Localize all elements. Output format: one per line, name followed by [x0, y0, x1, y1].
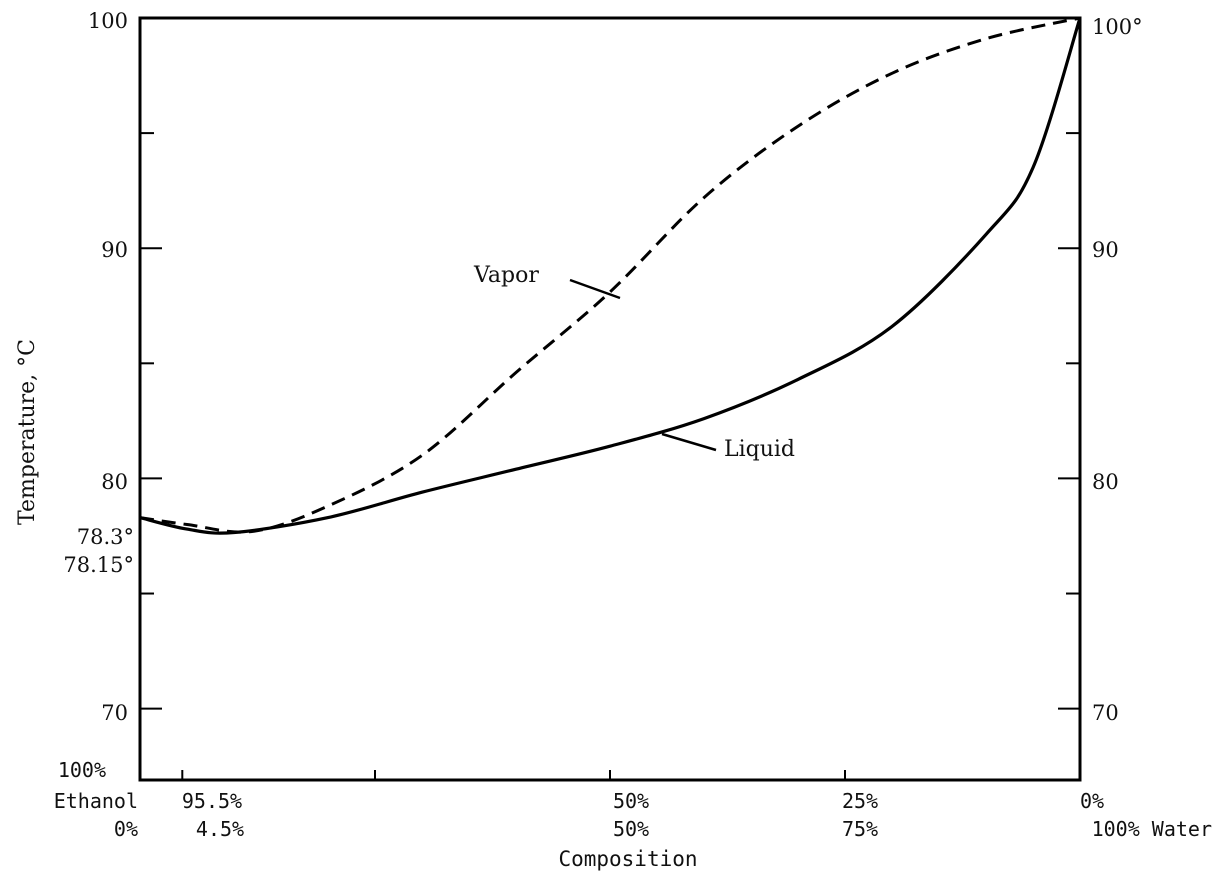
x-label-50-bottom: 50% [613, 817, 649, 841]
y-tick-label-100: 100 [88, 9, 128, 33]
x-axis-title: Composition [558, 847, 697, 871]
vapor-series-line [139, 16, 1081, 534]
annotation-water-bp: 100° [1092, 15, 1143, 39]
plot-frame [138, 16, 1082, 782]
x-label-95-5: 95.5% [182, 789, 242, 813]
x-label-75: 75% [842, 817, 878, 841]
y-tick-label-90: 90 [101, 238, 128, 262]
annotation-azeotrope: 78.15° [63, 553, 134, 577]
axis-ticks [140, 17, 1080, 780]
x-label-ethanol: Ethanol [54, 789, 138, 813]
liquid-leader-line [661, 432, 717, 452]
x-label-100-water: 100% Water [1092, 817, 1212, 841]
x-label-0-right: 0% [1080, 789, 1104, 813]
y-axis-title: Temperature, °C [15, 339, 40, 525]
vapor-label: Vapor [473, 263, 539, 288]
y-tick-label-right-80: 80 [1092, 470, 1119, 494]
y-tick-label-right-90: 90 [1092, 238, 1119, 262]
x-label-50-top: 50% [613, 789, 649, 813]
vapor-leader-line [569, 278, 621, 300]
y-tick-label-70: 70 [101, 701, 128, 725]
x-label-4-5: 4.5% [196, 817, 244, 841]
liquid-label: Liquid [724, 437, 795, 462]
annotation-ethanol-bp: 78.3° [77, 525, 134, 549]
y-tick-label-80: 80 [101, 470, 128, 494]
y-tick-label-right-70: 70 [1092, 701, 1119, 725]
liquid-series-line [139, 17, 1082, 535]
x-label-100-percent: 100% [58, 758, 106, 782]
x-label-25: 25% [842, 789, 878, 813]
x-label-0-percent-left: 0% [114, 817, 138, 841]
